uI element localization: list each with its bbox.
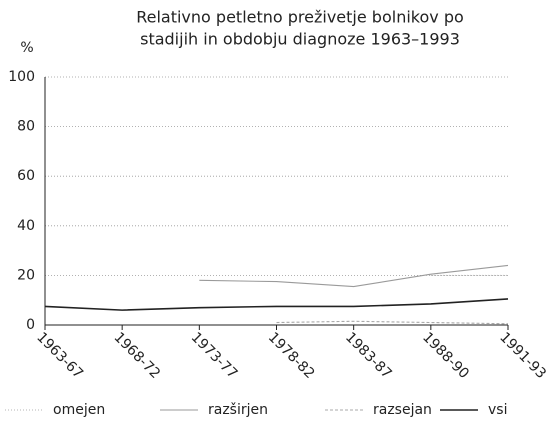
series-line — [199, 264, 509, 288]
y-tick-label: 60 — [17, 168, 35, 184]
series-line — [276, 320, 509, 325]
y-tick-label: 0 — [26, 317, 35, 333]
x-tick-label: 1973-77 — [188, 329, 241, 382]
y-tick-label: 80 — [17, 119, 35, 135]
chart-title: stadijih in obdobju diagnoze 1963–1993 — [140, 30, 460, 49]
legend-label: razsejan — [373, 402, 432, 418]
y-tick-label: 40 — [17, 218, 35, 234]
x-tick-label: 1983-87 — [342, 329, 395, 382]
legend-label: vsi — [488, 402, 507, 418]
legend-label: omejen — [53, 402, 105, 418]
y-axis-label: % — [20, 40, 33, 56]
y-tick-label: 100 — [8, 69, 35, 85]
x-tick-label: 1968-72 — [111, 329, 164, 382]
x-tick-label: 1991-93 — [496, 329, 549, 382]
series-line — [44, 298, 509, 311]
x-tick-label: 1988-90 — [419, 329, 472, 382]
x-tick-label: 1963-67 — [33, 329, 86, 382]
chart-title: Relativno petletno preživetje bolnikov p… — [136, 8, 464, 27]
x-tick-label: 1978-82 — [265, 329, 318, 382]
legend-label: razširjen — [208, 402, 268, 418]
y-tick-label: 20 — [17, 267, 35, 283]
